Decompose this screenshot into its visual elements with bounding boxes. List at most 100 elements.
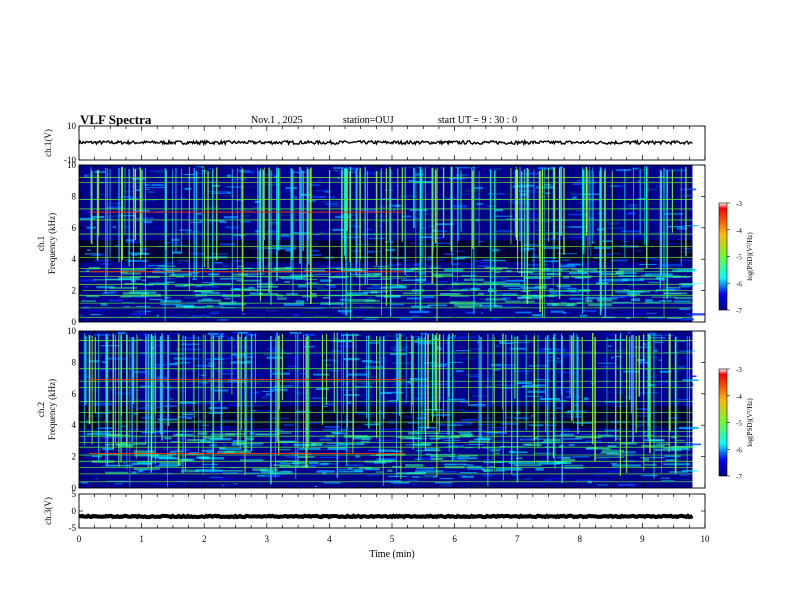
noise-cell <box>239 392 257 394</box>
noise-cell <box>548 181 555 184</box>
noise-cell <box>139 421 159 424</box>
noise-cell <box>307 307 324 310</box>
glow-cell <box>586 447 598 449</box>
glow-cell <box>484 267 509 269</box>
noise-cell <box>309 184 320 186</box>
noise-cell <box>186 415 196 418</box>
glow-cell <box>346 292 368 295</box>
noise-cell <box>474 259 483 262</box>
noise-cell <box>562 331 581 333</box>
noise-cell <box>467 484 472 487</box>
noise-cell <box>244 217 249 219</box>
noise-cell <box>342 187 345 190</box>
noise-cell <box>372 355 377 358</box>
noise-cell <box>674 259 677 262</box>
noise-cell <box>447 264 467 267</box>
noise-cell <box>480 433 495 435</box>
noise-cell <box>501 423 519 425</box>
glow-cell <box>255 433 270 435</box>
noise-cell <box>649 332 656 335</box>
noise-cell <box>671 171 686 173</box>
noise-cell <box>318 179 322 182</box>
glow-cell <box>448 456 470 458</box>
noise-cell <box>195 213 202 215</box>
noise-cell <box>432 242 452 245</box>
glow-cell <box>329 276 348 278</box>
noise-cell <box>265 437 269 440</box>
noise-cell <box>660 177 677 179</box>
noise-cell <box>81 482 88 484</box>
glow-cell <box>184 453 203 455</box>
glow-cell <box>410 268 423 271</box>
glow-cell <box>598 434 613 437</box>
noise-cell <box>547 348 565 351</box>
noise-cell <box>642 474 658 477</box>
glow-cell <box>260 470 274 474</box>
noise-cell <box>201 170 207 172</box>
noise-cell <box>437 285 445 287</box>
noise-cell <box>686 313 705 316</box>
noise-cell <box>649 231 658 233</box>
noise-cell <box>289 382 295 385</box>
noise-cell <box>617 184 625 187</box>
noise-cell <box>471 206 491 208</box>
glow-cell <box>585 296 607 300</box>
noise-cell <box>201 282 216 284</box>
noise-cell <box>626 258 638 261</box>
glow-cell <box>201 449 213 452</box>
noise-cell <box>350 272 355 275</box>
noise-cell <box>358 174 367 176</box>
y-tick-label: 8 <box>72 357 77 367</box>
noise-cell <box>495 384 514 387</box>
noise-cell <box>257 475 266 477</box>
noise-cell <box>195 285 202 288</box>
noise-cell <box>547 477 564 480</box>
noise-cell <box>104 292 114 294</box>
noise-cell <box>679 474 690 476</box>
glow-cell <box>88 266 101 270</box>
noise-cell <box>432 230 447 232</box>
noise-cell <box>490 363 502 367</box>
noise-cell <box>203 288 220 291</box>
noise-cell <box>614 356 622 358</box>
noise-cell <box>521 238 526 241</box>
noise-cell <box>465 189 469 191</box>
glow-cell <box>375 294 400 298</box>
noise-cell <box>530 344 535 347</box>
noise-cell <box>591 260 596 263</box>
noise-cell <box>168 314 178 317</box>
glow-cell <box>219 277 243 280</box>
noise-cell <box>106 260 115 262</box>
colorbar-tick-label: -3 <box>736 366 742 374</box>
noise-cell <box>667 265 677 268</box>
noise-cell <box>344 394 360 396</box>
glow-cell <box>494 431 504 433</box>
noise-cell <box>367 297 373 299</box>
glow-cell <box>164 437 172 440</box>
noise-cell <box>98 307 112 310</box>
noise-cell <box>525 244 546 246</box>
noise-cell <box>96 253 105 256</box>
noise-cell <box>364 429 375 432</box>
noise-cell <box>191 315 210 317</box>
noise-cell <box>478 298 487 301</box>
noise-cell <box>222 444 227 446</box>
noise-cell <box>362 360 373 363</box>
glow-cell <box>299 447 321 451</box>
noise-cell <box>455 174 469 176</box>
glow-cell <box>311 442 323 445</box>
noise-cell <box>679 259 693 262</box>
noise-cell <box>610 295 631 298</box>
glow-cell <box>483 461 504 464</box>
noise-cell <box>621 230 640 233</box>
glow-cell <box>244 288 270 291</box>
noise-cell <box>285 456 305 458</box>
glow-cell <box>669 471 688 473</box>
noise-cell <box>157 410 175 413</box>
noise-cell <box>312 338 320 341</box>
noise-cell <box>227 337 235 340</box>
glow-cell <box>458 454 478 457</box>
noise-cell <box>114 244 119 247</box>
noise-cell <box>489 465 494 468</box>
noise-cell <box>289 331 302 334</box>
